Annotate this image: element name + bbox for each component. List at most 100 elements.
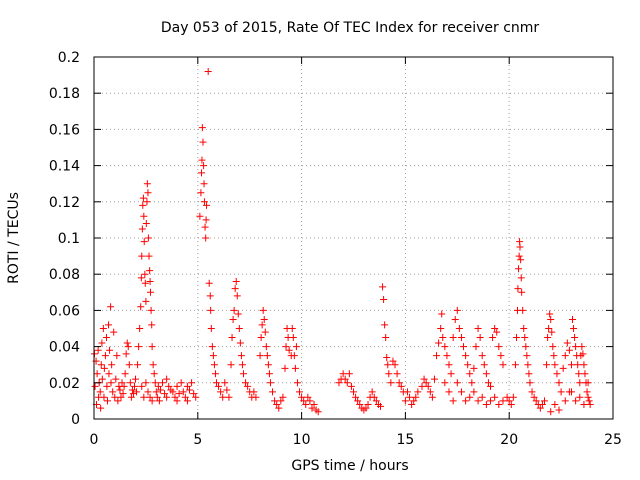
data-point — [561, 397, 569, 405]
data-point — [192, 393, 200, 401]
data-point — [435, 339, 443, 347]
data-point — [140, 212, 148, 220]
data-point — [468, 379, 476, 387]
y-tick-label: 0.1 — [58, 231, 80, 247]
data-point — [121, 370, 129, 378]
x-tick-label: 25 — [604, 432, 622, 448]
data-point — [393, 370, 401, 378]
data-point — [526, 379, 534, 387]
data-point — [103, 397, 111, 405]
data-point — [466, 393, 474, 401]
data-point — [335, 379, 343, 387]
data-point — [103, 382, 111, 390]
data-point — [227, 361, 235, 369]
data-point — [457, 334, 465, 342]
data-point — [350, 388, 357, 396]
data-point — [548, 328, 556, 336]
data-point — [237, 352, 245, 360]
data-point — [385, 370, 393, 378]
data-point — [279, 393, 287, 401]
data-point — [149, 361, 157, 369]
data-point — [256, 352, 264, 360]
data-point — [517, 256, 525, 264]
data-point — [208, 343, 216, 351]
data-point — [185, 386, 193, 394]
data-point — [341, 375, 349, 383]
data-point — [310, 401, 318, 409]
y-tick-label: 0.12 — [49, 195, 80, 211]
data-point — [525, 370, 533, 378]
data-point — [389, 357, 397, 365]
data-point — [138, 382, 146, 390]
data-point — [314, 408, 322, 416]
data-point — [153, 393, 161, 401]
data-point — [516, 243, 524, 251]
data-point — [188, 379, 196, 387]
data-point — [183, 382, 191, 390]
data-point — [547, 408, 555, 416]
data-point — [547, 315, 555, 323]
data-point — [118, 379, 126, 387]
data-point — [147, 306, 155, 314]
y-axis-label: ROTI / TECUs — [6, 192, 22, 284]
data-point — [146, 277, 154, 285]
data-point — [108, 361, 116, 369]
data-point — [136, 325, 144, 332]
data-point — [372, 397, 380, 405]
data-point — [234, 310, 242, 318]
x-tick-label: 0 — [90, 432, 99, 448]
data-point — [559, 364, 567, 372]
data-point — [273, 401, 281, 409]
data-point — [165, 382, 173, 390]
data-point — [449, 334, 457, 342]
data-point — [499, 397, 507, 405]
data-point — [381, 321, 389, 329]
data-point — [536, 404, 544, 412]
data-point — [114, 397, 122, 405]
data-point — [347, 382, 355, 390]
data-point — [141, 270, 149, 278]
data-point — [433, 352, 441, 360]
data-point — [200, 198, 208, 206]
data-point — [380, 296, 388, 304]
data-point — [296, 388, 304, 396]
data-point — [105, 370, 113, 378]
data-point — [102, 334, 110, 342]
data-point — [484, 379, 492, 387]
data-point — [198, 169, 206, 177]
data-point — [565, 388, 573, 396]
data-point — [543, 361, 551, 369]
data-point — [354, 397, 362, 405]
data-point — [171, 393, 179, 401]
data-point — [462, 397, 470, 405]
data-point — [343, 379, 351, 387]
data-point — [557, 388, 565, 396]
data-point — [252, 393, 260, 401]
data-point — [362, 404, 370, 412]
data-point — [107, 303, 115, 311]
data-point — [406, 393, 414, 401]
data-point — [113, 352, 121, 360]
y-tick-label: 0.08 — [49, 267, 80, 283]
data-point — [565, 346, 573, 354]
y-tick-label: 0.2 — [58, 50, 80, 66]
data-point — [257, 334, 265, 342]
data-point — [437, 325, 445, 332]
data-point — [242, 379, 250, 387]
data-point — [290, 352, 298, 360]
data-point — [462, 352, 470, 360]
data-point — [263, 352, 271, 360]
data-point — [201, 223, 209, 231]
data-point — [551, 401, 559, 409]
data-point — [455, 325, 463, 332]
data-point — [522, 343, 530, 351]
data-point — [495, 343, 503, 351]
data-point — [144, 388, 152, 396]
data-point — [119, 390, 127, 398]
data-point — [476, 334, 484, 342]
data-point — [292, 343, 300, 351]
data-point — [148, 321, 156, 329]
x-tick-label: 10 — [293, 432, 311, 448]
data-point — [202, 234, 210, 242]
